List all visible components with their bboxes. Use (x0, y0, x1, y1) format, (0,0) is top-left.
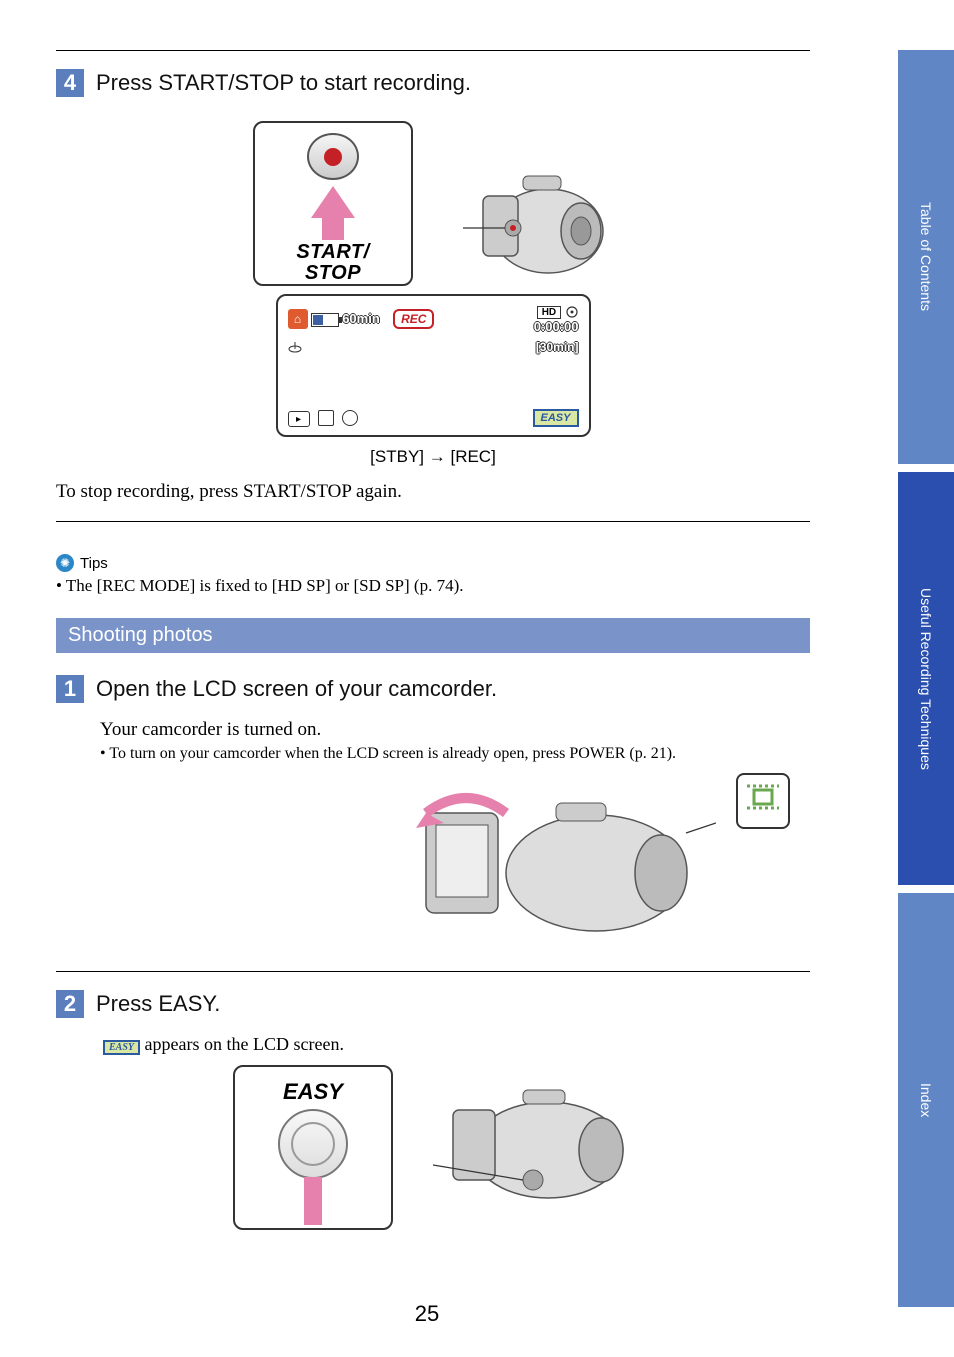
step-2-row: 2 Press EASY. (56, 990, 810, 1018)
step-1-title: Open the LCD screen of your camcorder. (96, 676, 497, 702)
step-2-figure: EASY (56, 1065, 810, 1230)
rule-top (56, 50, 810, 51)
step-4-stop-text: To stop recording, press START/STOP agai… (56, 481, 810, 503)
lcd-screen-mock: ⌂ 60min REC HD 0:00:00 (276, 294, 591, 437)
camcorder-illustration-easy (433, 1065, 633, 1215)
step-4-number: 4 (56, 69, 84, 97)
record-button-icon (307, 133, 359, 180)
page-number: 25 (0, 1301, 854, 1327)
tab-toc[interactable]: Table of Contents (898, 50, 954, 464)
battery-time: 60min (342, 311, 380, 326)
step-1-body: Your camcorder is turned on. (100, 719, 810, 741)
home-icon: ⌂ (288, 309, 308, 329)
play-icon: ▸ (288, 411, 310, 427)
tips-icon: ✺ (56, 554, 74, 572)
step-4-title: Press START/STOP to start recording. (96, 70, 471, 96)
hd-badge: HD (537, 306, 561, 319)
section-shooting-photos: Shooting photos (56, 618, 810, 653)
filmstrip-icon (746, 780, 780, 822)
startstop-callout: START/ STOP (253, 121, 413, 286)
arrow-stem-2 (304, 1177, 322, 1225)
startstop-label: START/ STOP (296, 242, 369, 284)
face-detect-icon-2 (342, 410, 358, 426)
easy-badge-inline: EASY (103, 1040, 140, 1055)
step-1-row: 1 Open the LCD screen of your camcorder. (56, 675, 810, 703)
arrow-up-icon (311, 186, 355, 218)
step-2-title: Press EASY. (96, 991, 220, 1017)
side-tabs: Table of Contents Useful Recording Techn… (898, 50, 954, 1307)
battery-icon (311, 313, 339, 327)
tips-header: ✺ Tips (56, 554, 810, 572)
rule-mid-2 (56, 971, 810, 972)
stby-to-rec-label: [STBY] → [REC] (198, 447, 668, 467)
easy-badge: EASY (533, 409, 579, 427)
tips-bullet: • The [REC MODE] is fixed to [HD SP] or … (56, 576, 810, 596)
tab-index[interactable]: Index (898, 893, 954, 1307)
rec-badge: REC (393, 309, 434, 329)
tab-techniques[interactable]: Useful Recording Techniques (898, 472, 954, 886)
disc-icon (565, 305, 579, 319)
step-1-figure (56, 773, 810, 953)
rule-mid-1 (56, 521, 810, 522)
step-1-bullet: • To turn on your camcorder when the LCD… (100, 745, 810, 763)
remaining-time: [30min] (536, 340, 579, 354)
step-4-figure: START/ STOP ⌂ (198, 121, 668, 467)
tips-label: Tips (80, 555, 108, 572)
step-2-number: 2 (56, 990, 84, 1018)
step-2-body: EASY appears on the LCD screen. (100, 1034, 810, 1055)
easy-button-icon (278, 1109, 348, 1179)
face-detect-icon (318, 410, 334, 426)
movie-mode-callout (736, 773, 790, 829)
camcorder-illustration-open (396, 773, 716, 953)
dish-icon (288, 340, 302, 354)
rec-timer: 0:00:00 (534, 319, 579, 334)
step-1-number: 1 (56, 675, 84, 703)
easy-label: EASY (283, 1079, 343, 1105)
camcorder-illustration-small (453, 156, 613, 286)
easy-callout: EASY (233, 1065, 393, 1230)
arrow-stem (322, 216, 344, 240)
step-4-row: 4 Press START/STOP to start recording. (56, 69, 810, 97)
